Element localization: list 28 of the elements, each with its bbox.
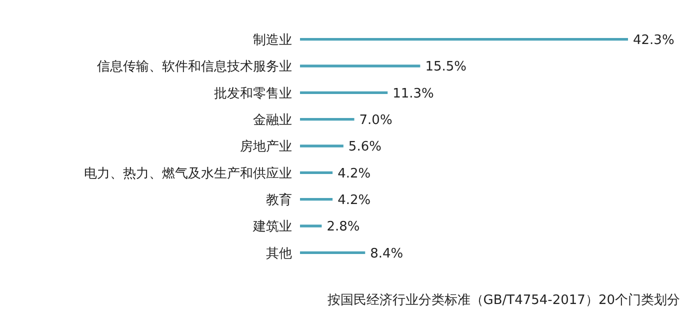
data-label: 2.8% — [326, 220, 360, 235]
y-tick-label: 建筑业 — [252, 220, 292, 235]
y-tick-label: 金融业 — [253, 112, 292, 128]
y-tick-label: 其他 — [266, 246, 292, 262]
bar — [300, 64, 420, 68]
bar — [300, 224, 322, 228]
data-label: 15.5% — [425, 60, 466, 75]
data-label: 42.3% — [633, 32, 674, 48]
data-label: 11.3% — [392, 86, 434, 102]
bar — [300, 118, 354, 121]
bar — [300, 38, 628, 41]
bar — [300, 251, 366, 254]
data-label: 5.6% — [348, 140, 382, 155]
bar — [300, 171, 333, 174]
data-label: 4.2% — [338, 166, 371, 182]
bar — [300, 91, 388, 94]
y-tick-label: 房地产业 — [240, 138, 292, 155]
data-label: 4.2% — [338, 192, 371, 208]
y-tick-label: 批发和零售业 — [214, 86, 292, 102]
y-tick-label: 信息传输、软件和信息技术服务业 — [97, 60, 292, 75]
text: 按国民经济行业分类标准（GB/T4754-2017）20个门类划分 — [327, 292, 680, 309]
data-label: 8.4% — [370, 246, 404, 262]
bar — [300, 198, 333, 201]
data-label: 7.0% — [359, 112, 392, 128]
y-tick-label: 制造业 — [253, 32, 292, 48]
y-tick-label: 电力、热力、燃气及水生产和供应业 — [84, 165, 292, 182]
bar — [300, 144, 344, 148]
y-tick-label: 教育 — [266, 192, 292, 208]
